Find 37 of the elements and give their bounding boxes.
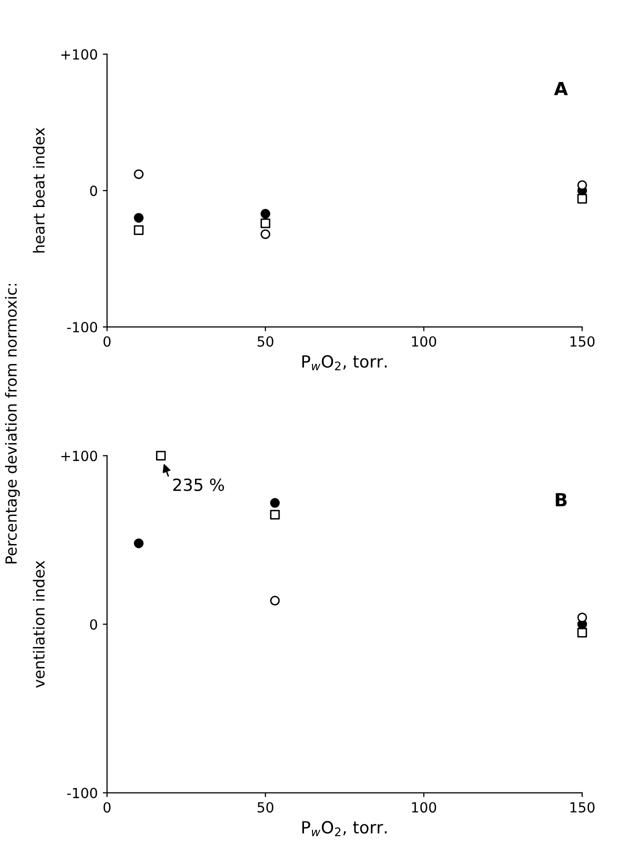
point: [134, 538, 144, 548]
x-tick-label: 0: [104, 802, 111, 813]
x-tick-label: 0: [104, 336, 111, 347]
annotation: 235 %: [173, 478, 224, 492]
y-tick-label: 0: [90, 619, 98, 630]
x-axis-title: P$_{w}$O$_{2}$, torr.: [302, 355, 387, 370]
point: [260, 229, 270, 240]
point: [156, 450, 166, 461]
y-tick-label: -100: [67, 322, 98, 332]
text: A: [554, 82, 568, 96]
point: [134, 169, 144, 180]
x-tick-label: 150: [570, 336, 595, 347]
point: [260, 218, 270, 228]
point: [577, 628, 588, 638]
x-tick-label: 100: [412, 336, 436, 347]
y-tick-label: -100: [67, 788, 98, 798]
x-tick-label: 50: [258, 802, 274, 813]
x-tick-label: 100: [412, 802, 436, 813]
point: [577, 612, 588, 622]
x-axis-title: P$_{w}$O$_{2}$, torr.: [302, 820, 387, 836]
point: [270, 510, 280, 520]
point: [577, 194, 588, 204]
text: B: [556, 493, 567, 506]
y-axis-title: ventilation index: [32, 560, 45, 688]
point: [134, 225, 144, 235]
y-tick-label: 0: [90, 186, 98, 196]
x-tick-label: 50: [258, 336, 274, 347]
y-tick-label: +100: [61, 450, 98, 462]
point: [270, 596, 280, 606]
point: [577, 180, 588, 190]
point: [134, 212, 144, 223]
x-tick-label: 150: [570, 802, 595, 813]
y-tick-label: +100: [61, 49, 98, 60]
point: [270, 498, 280, 508]
text: Percentage deviation from normoxic:: [5, 284, 20, 564]
y-axis-title: heart beat index: [32, 128, 45, 253]
point: [260, 208, 270, 219]
